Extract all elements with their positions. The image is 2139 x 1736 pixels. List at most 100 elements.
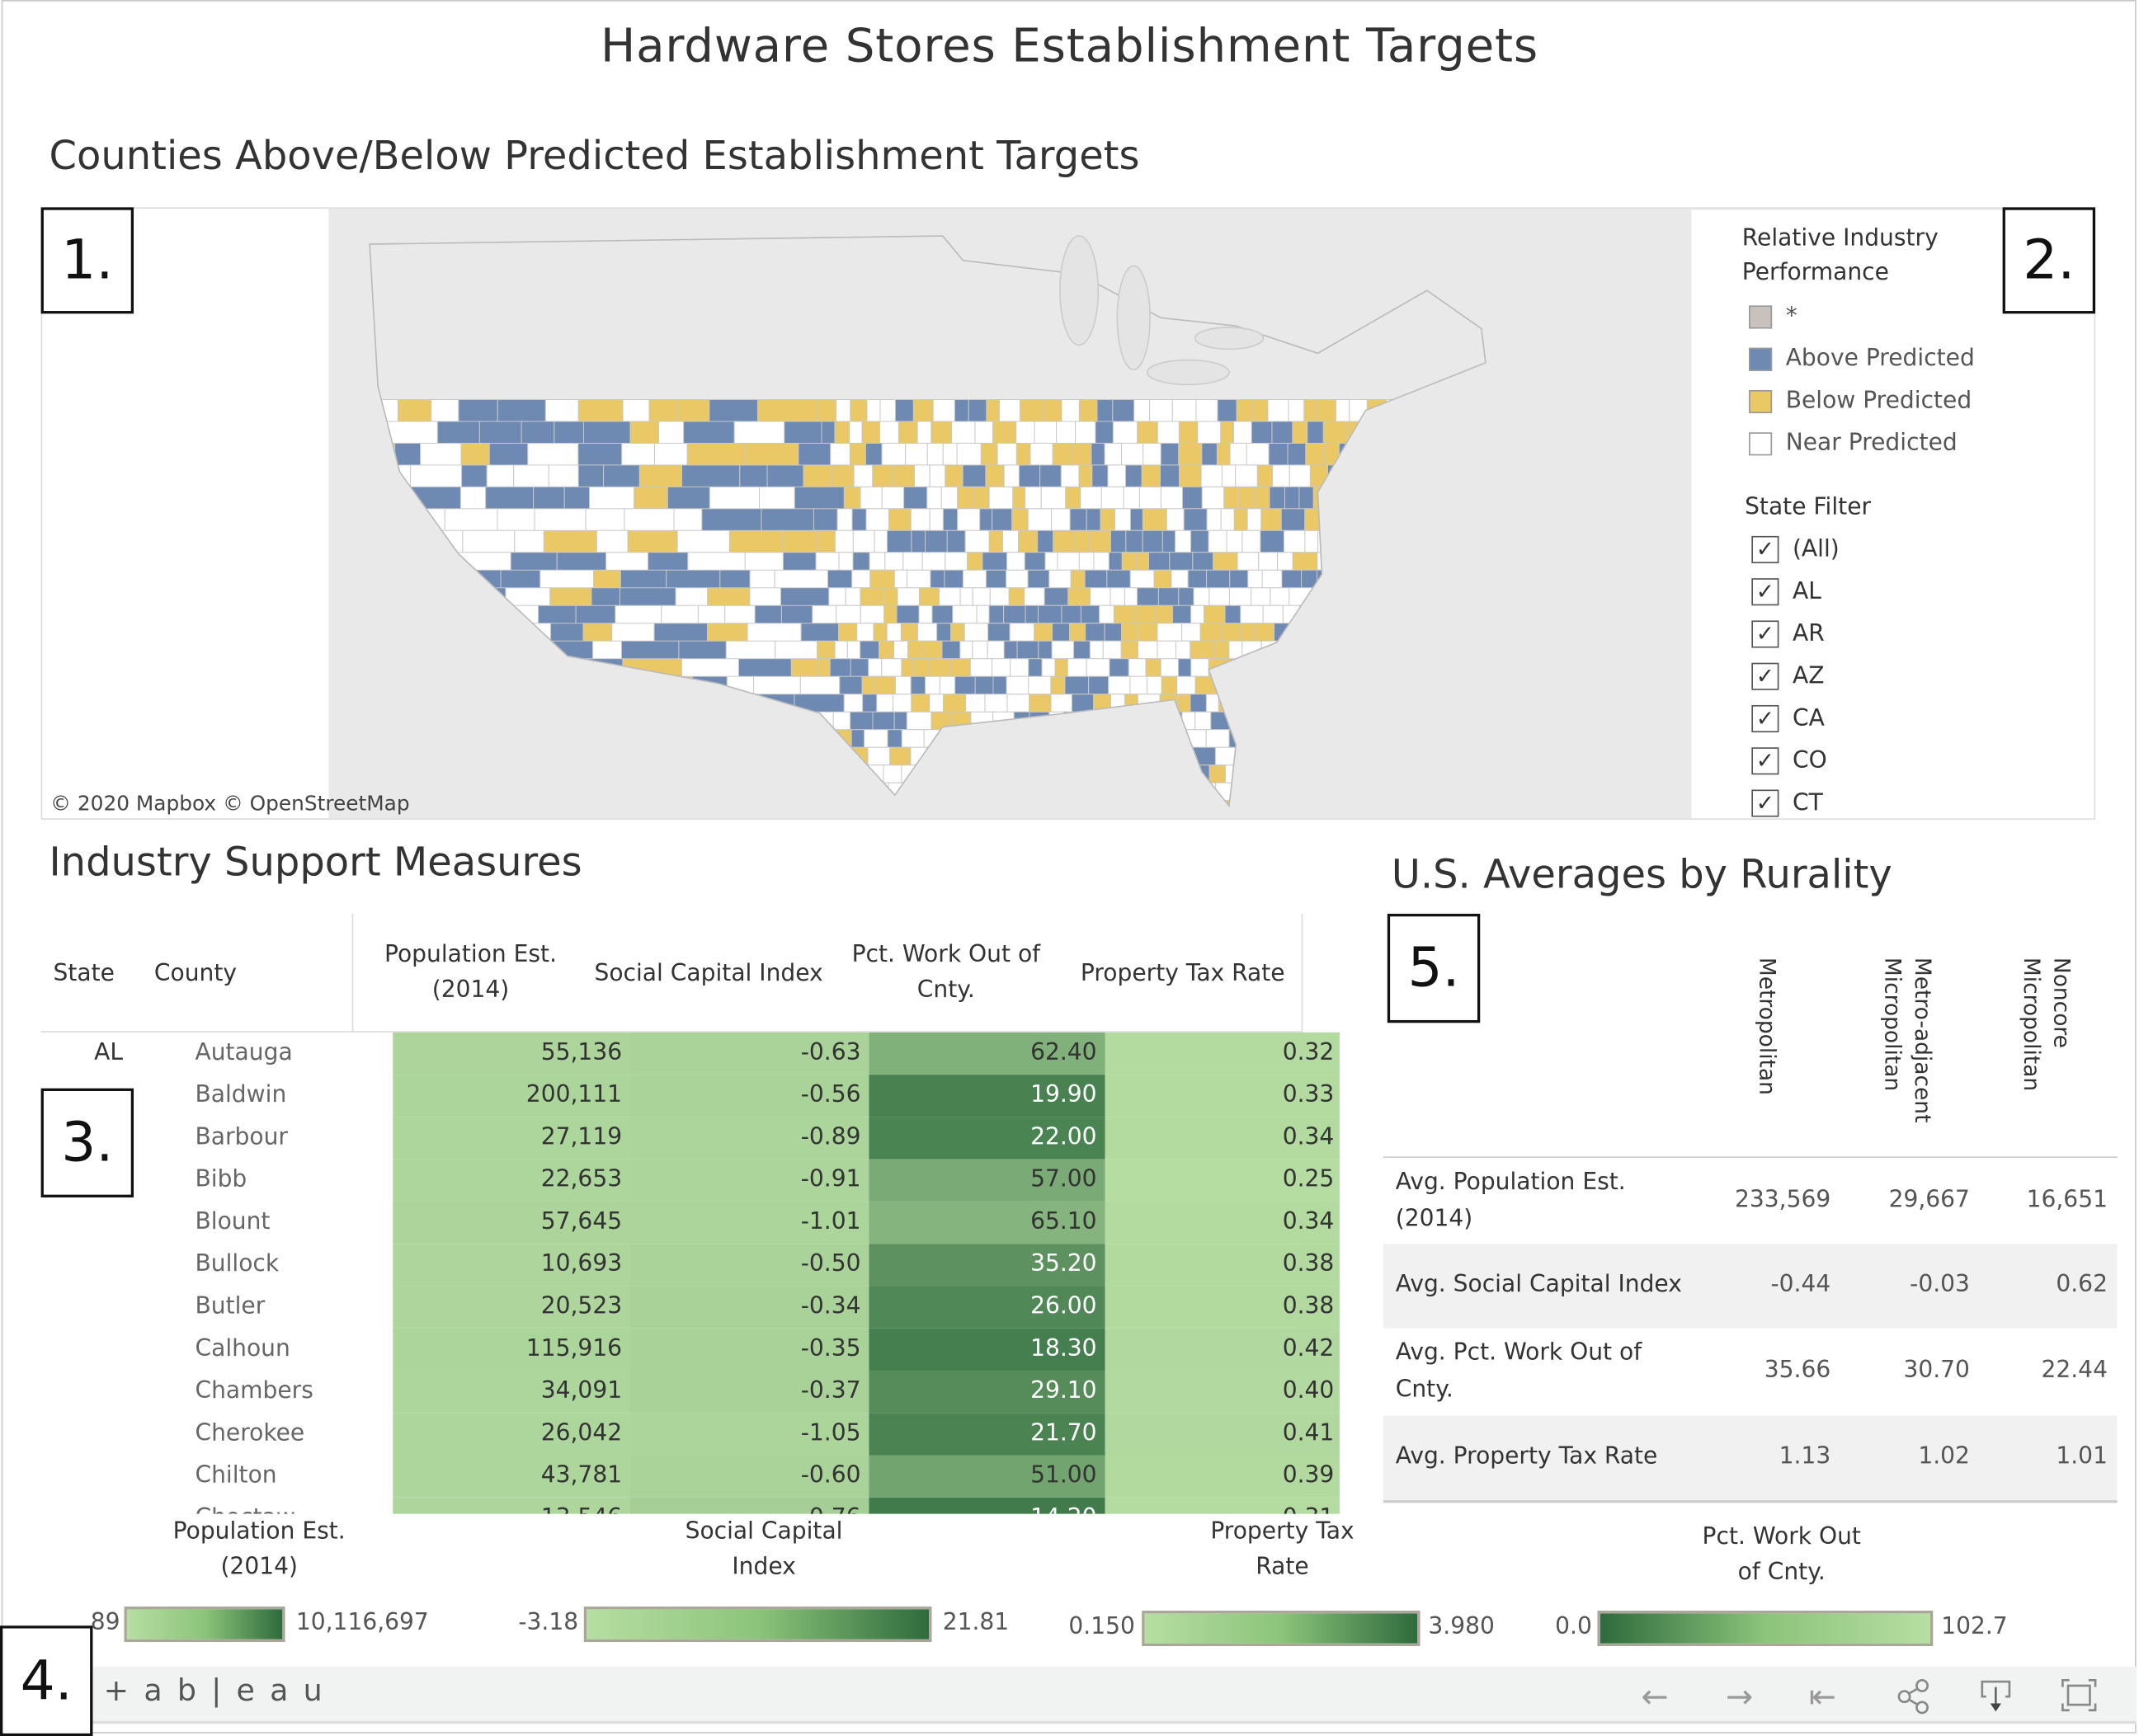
header-population[interactable]: Population Est. (2014) bbox=[352, 937, 590, 1008]
county-shape[interactable] bbox=[973, 486, 990, 510]
county-shape[interactable] bbox=[1208, 529, 1227, 553]
county-shape[interactable] bbox=[1039, 464, 1062, 487]
county-shape[interactable] bbox=[1006, 694, 1030, 713]
county-shape[interactable] bbox=[1095, 421, 1114, 444]
county-shape[interactable] bbox=[1018, 464, 1041, 487]
county-shape[interactable] bbox=[1221, 464, 1237, 487]
county-shape[interactable] bbox=[1187, 569, 1208, 589]
county-shape[interactable] bbox=[1065, 486, 1081, 510]
county-shape[interactable] bbox=[1067, 658, 1087, 677]
county-shape[interactable] bbox=[1138, 486, 1161, 510]
county-shape[interactable] bbox=[1233, 508, 1248, 531]
county-shape[interactable] bbox=[1228, 587, 1251, 606]
county-shape[interactable] bbox=[894, 399, 914, 422]
county-shape[interactable] bbox=[1147, 818, 1162, 820]
rurality-column-header[interactable]: Noncore Micropolitan bbox=[2016, 957, 2076, 1091]
county-shape[interactable] bbox=[1110, 529, 1127, 553]
county-shape[interactable] bbox=[1006, 569, 1029, 589]
county-shape[interactable] bbox=[916, 421, 932, 444]
county-shape[interactable] bbox=[929, 508, 944, 531]
county-shape[interactable] bbox=[1260, 508, 1282, 531]
undo-icon[interactable]: ← bbox=[1641, 1677, 1669, 1716]
county-shape[interactable] bbox=[1112, 421, 1138, 444]
county-shape[interactable] bbox=[887, 729, 902, 748]
table-row[interactable]: AL Autauga 55,136 -0.63 62.40 0.32 bbox=[82, 1032, 1340, 1075]
table-row[interactable]: Choctaw 13,5460.7614.200.31 bbox=[82, 1497, 1340, 1514]
county-shape[interactable] bbox=[1194, 818, 1211, 820]
county-shape[interactable] bbox=[1061, 399, 1080, 422]
county-shape[interactable] bbox=[1407, 818, 1428, 820]
county-shape[interactable] bbox=[810, 818, 833, 820]
county-shape[interactable] bbox=[1064, 675, 1090, 695]
county-shape[interactable] bbox=[1190, 529, 1209, 553]
table-row[interactable]: Barbour 27,119 -0.89 22.00 0.34 bbox=[82, 1117, 1340, 1160]
county-shape[interactable] bbox=[839, 675, 863, 695]
county-shape[interactable] bbox=[1037, 605, 1062, 624]
county-shape[interactable] bbox=[1034, 623, 1053, 642]
county-shape[interactable] bbox=[869, 569, 895, 589]
county-shape[interactable] bbox=[901, 729, 925, 748]
county-shape[interactable] bbox=[864, 729, 888, 748]
state-filter-option[interactable]: ✓ AR bbox=[1751, 620, 1825, 648]
county-shape[interactable] bbox=[1149, 399, 1173, 422]
county-shape[interactable] bbox=[817, 658, 831, 677]
county-shape[interactable] bbox=[1091, 464, 1109, 487]
county-shape[interactable] bbox=[1378, 818, 1393, 820]
county-shape[interactable] bbox=[1206, 508, 1222, 531]
county-shape[interactable] bbox=[865, 508, 889, 531]
county-shape[interactable] bbox=[1205, 729, 1230, 748]
county-shape[interactable] bbox=[1157, 640, 1176, 660]
county-shape[interactable] bbox=[1269, 486, 1286, 510]
county-shape[interactable] bbox=[1086, 508, 1101, 531]
county-shape[interactable] bbox=[1315, 818, 1333, 820]
county-shape[interactable] bbox=[1093, 552, 1110, 571]
county-shape[interactable] bbox=[1125, 464, 1143, 487]
county-shape[interactable] bbox=[1208, 587, 1230, 606]
county-shape[interactable] bbox=[828, 587, 846, 606]
county-shape[interactable] bbox=[1078, 464, 1093, 487]
county-shape[interactable] bbox=[1003, 640, 1018, 660]
table-row[interactable]: Blount 57,645 -1.01 65.10 0.34 bbox=[82, 1201, 1340, 1244]
county-shape[interactable] bbox=[1277, 552, 1293, 571]
county-shape[interactable] bbox=[876, 694, 893, 713]
county-shape[interactable] bbox=[910, 508, 931, 531]
county-shape[interactable] bbox=[1335, 399, 1350, 422]
checkbox-icon[interactable]: ✓ bbox=[1751, 662, 1779, 690]
county-shape[interactable] bbox=[1025, 486, 1042, 510]
county-shape[interactable] bbox=[577, 464, 605, 491]
county-shape[interactable] bbox=[838, 552, 854, 571]
county-shape[interactable] bbox=[874, 675, 896, 695]
county-shape[interactable] bbox=[1303, 399, 1317, 422]
county-shape[interactable] bbox=[396, 818, 423, 820]
county-shape[interactable] bbox=[423, 818, 468, 820]
county-shape[interactable] bbox=[1247, 569, 1263, 589]
county-shape[interactable] bbox=[1091, 442, 1105, 466]
county-shape[interactable] bbox=[1271, 421, 1293, 444]
county-shape[interactable] bbox=[964, 529, 990, 553]
county-shape[interactable] bbox=[957, 486, 975, 510]
county-shape[interactable] bbox=[1228, 640, 1243, 660]
county-shape[interactable] bbox=[923, 640, 943, 660]
county-shape[interactable] bbox=[634, 818, 667, 820]
county-shape[interactable] bbox=[872, 464, 894, 487]
county-shape[interactable] bbox=[1204, 605, 1226, 624]
share-icon[interactable] bbox=[1896, 1677, 1932, 1724]
county-shape[interactable] bbox=[852, 552, 870, 571]
county-shape[interactable] bbox=[959, 587, 973, 606]
county-shape[interactable] bbox=[1153, 569, 1172, 589]
county-shape[interactable] bbox=[929, 694, 945, 713]
county-shape[interactable] bbox=[850, 818, 867, 820]
county-shape[interactable] bbox=[892, 694, 912, 713]
county-shape[interactable] bbox=[1205, 694, 1219, 713]
county-shape[interactable] bbox=[1258, 552, 1279, 571]
county-shape[interactable] bbox=[634, 486, 668, 512]
county-shape[interactable] bbox=[1241, 529, 1261, 553]
county-shape[interactable] bbox=[1161, 529, 1176, 553]
county-shape[interactable] bbox=[1217, 399, 1237, 422]
county-shape[interactable] bbox=[1393, 818, 1407, 820]
county-shape[interactable] bbox=[834, 529, 854, 553]
county-shape[interactable] bbox=[976, 605, 990, 624]
county-shape[interactable] bbox=[1123, 486, 1140, 510]
county-shape[interactable] bbox=[943, 694, 967, 713]
county-shape[interactable] bbox=[850, 658, 869, 677]
